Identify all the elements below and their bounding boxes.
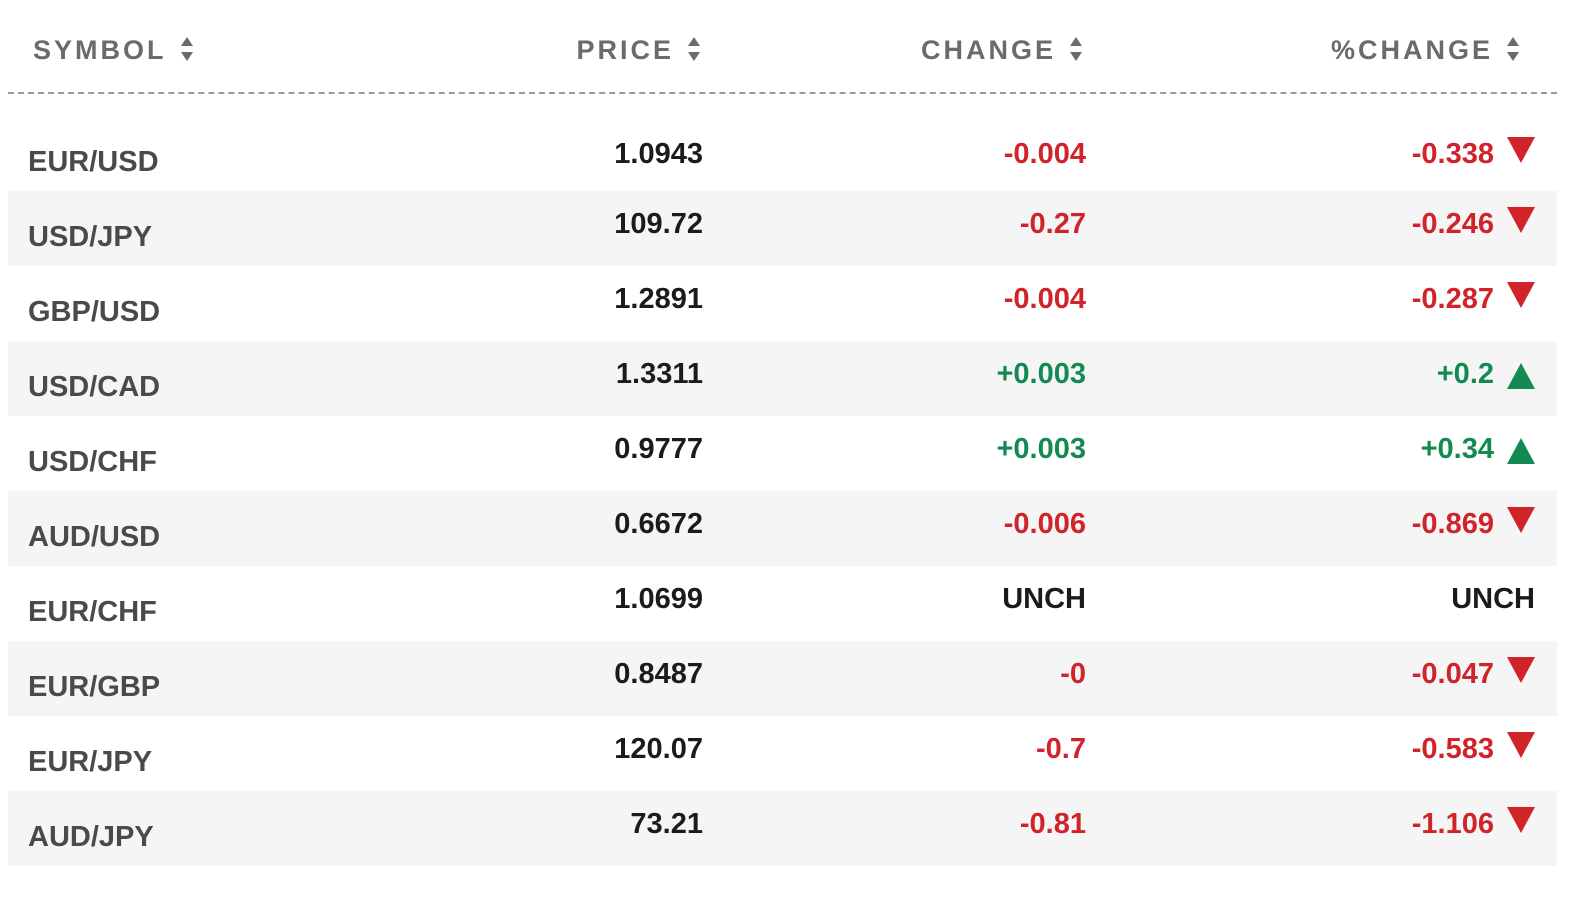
down-arrow-icon [1507, 137, 1535, 163]
column-header-label: SYMBOL [33, 34, 167, 65]
pct-change-cell: -0.583 [1411, 733, 1494, 765]
table-row[interactable]: EUR/CHF 1.0699 UNCH UNCH [8, 566, 1557, 641]
change-cell: UNCH [1002, 583, 1086, 615]
pct-change-cell: -0.869 [1411, 508, 1494, 540]
down-arrow-icon [1507, 507, 1535, 533]
change-cell: -0.004 [1003, 138, 1086, 170]
up-arrow-icon [1507, 363, 1535, 389]
price-cell: 1.0699 [614, 583, 703, 615]
pct-change-cell: +0.2 [1436, 358, 1494, 390]
price-cell: 1.0943 [614, 138, 703, 170]
pct-change-cell: -0.047 [1411, 658, 1494, 690]
column-header-symbol[interactable]: SYMBOL [33, 30, 195, 70]
price-cell: 1.3311 [615, 358, 703, 390]
table-body: EUR/USD 1.0943 -0.004 -0.338 USD/JPY 109… [8, 121, 1557, 866]
down-arrow-icon [1507, 282, 1535, 308]
price-cell: 0.8487 [614, 658, 703, 690]
symbol-cell[interactable]: GBP/USD [28, 296, 161, 328]
sort-icon[interactable] [180, 35, 195, 65]
column-header-change[interactable]: CHANGE [921, 30, 1084, 70]
table-row[interactable]: USD/CAD 1.3311 +0.003 +0.2 [8, 341, 1557, 416]
symbol-cell[interactable]: AUD/USD [28, 521, 161, 553]
change-cell: -0 [1060, 658, 1086, 690]
table-row[interactable]: EUR/USD 1.0943 -0.004 -0.338 [8, 121, 1557, 191]
change-cell: -0.81 [1019, 808, 1086, 840]
down-arrow-icon [1507, 657, 1535, 683]
table-row[interactable]: USD/CHF 0.9777 +0.003 +0.34 [8, 416, 1557, 491]
price-cell: 0.9777 [614, 433, 703, 465]
symbol-cell[interactable]: EUR/USD [28, 146, 159, 178]
table-row[interactable]: USD/JPY 109.72 -0.27 -0.246 [8, 191, 1557, 266]
table-row[interactable]: AUD/USD 0.6672 -0.006 -0.869 [8, 491, 1557, 566]
column-header-label: CHANGE [920, 34, 1056, 65]
table-row[interactable]: GBP/USD 1.2891 -0.004 -0.287 [8, 266, 1557, 341]
sort-icon[interactable] [1070, 35, 1084, 65]
price-cell: 1.2891 [614, 283, 703, 315]
change-cell: -0.006 [1003, 508, 1086, 540]
price-cell: 109.72 [614, 208, 703, 240]
table-row[interactable]: EUR/GBP 0.8487 -0 -0.047 [8, 641, 1557, 716]
down-arrow-icon [1507, 207, 1535, 233]
symbol-cell[interactable]: EUR/CHF [28, 596, 157, 628]
symbol-cell[interactable]: USD/JPY [28, 221, 153, 253]
column-header-label: PRICE [576, 34, 674, 65]
table-row[interactable]: AUD/JPY 73.21 -0.81 -1.106 [8, 791, 1557, 866]
down-arrow-icon [1507, 732, 1535, 758]
price-cell: 0.6672 [614, 508, 703, 540]
price-cell: 120.07 [614, 733, 703, 765]
column-header-label: %CHANGE [1330, 34, 1493, 65]
change-cell: +0.003 [996, 433, 1086, 465]
pct-change-cell: -1.106 [1411, 808, 1494, 840]
pct-change-cell: -0.338 [1411, 138, 1494, 170]
table-header: SYMBOL PRICE CHANGE %CHANGE [8, 0, 1557, 94]
price-cell: 73.21 [630, 808, 703, 840]
pct-change-cell: -0.246 [1411, 208, 1494, 240]
up-arrow-icon [1507, 438, 1535, 464]
symbol-cell[interactable]: EUR/JPY [28, 746, 153, 778]
column-header-price[interactable]: PRICE [576, 30, 702, 70]
column-header-pct-change[interactable]: %CHANGE [1331, 30, 1521, 70]
pct-change-cell: +0.34 [1420, 433, 1494, 465]
down-arrow-icon [1507, 807, 1535, 833]
symbol-cell[interactable]: AUD/JPY [28, 821, 154, 853]
symbol-cell[interactable]: USD/CAD [28, 371, 161, 403]
sort-icon[interactable] [1507, 35, 1521, 65]
symbol-cell[interactable]: EUR/GBP [28, 671, 161, 703]
pct-change-cell: -0.287 [1411, 283, 1494, 315]
table-row[interactable]: EUR/JPY 120.07 -0.7 -0.583 [8, 716, 1557, 791]
change-cell: +0.003 [996, 358, 1086, 390]
quotes-table: SYMBOL PRICE CHANGE %CHANGE EUR/USD 1.09… [8, 0, 1557, 866]
change-cell: -0.004 [1003, 283, 1086, 315]
symbol-cell[interactable]: USD/CHF [28, 446, 157, 478]
pct-change-cell: UNCH [1451, 583, 1535, 615]
change-cell: -0.7 [1036, 733, 1086, 765]
change-cell: -0.27 [1019, 208, 1086, 240]
sort-icon[interactable] [688, 35, 702, 65]
